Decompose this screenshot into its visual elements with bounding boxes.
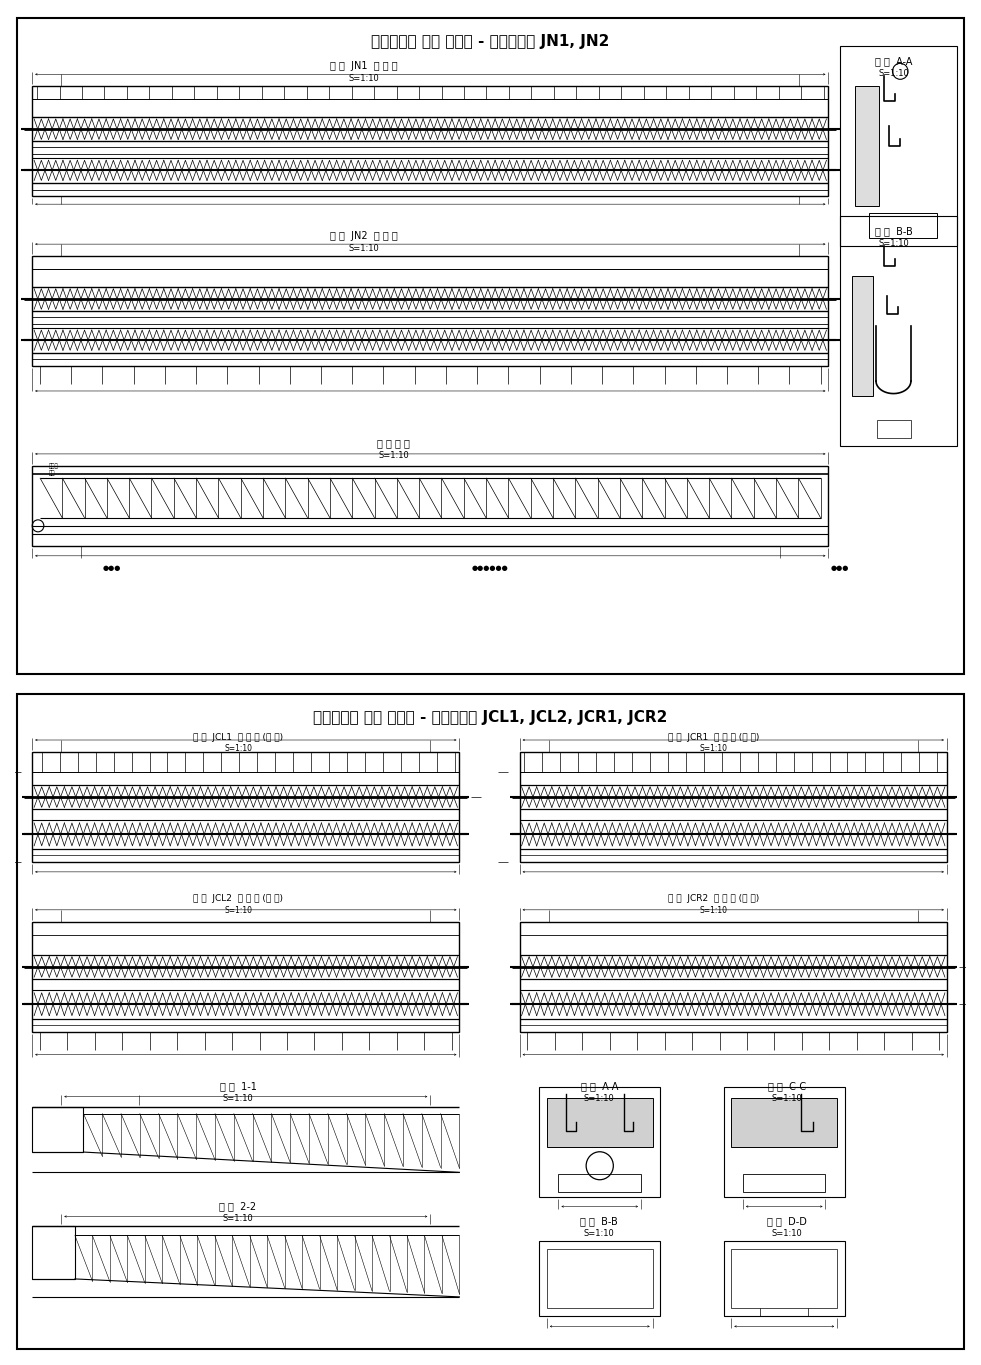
Bar <box>546 1249 652 1309</box>
Text: 패 널  JCL2  평 면 도 (상 면): 패 널 JCL2 평 면 도 (상 면) <box>193 894 284 904</box>
Text: S=1:10: S=1:10 <box>771 1095 802 1103</box>
Circle shape <box>32 520 44 532</box>
Text: S=1:10: S=1:10 <box>223 1095 253 1103</box>
Circle shape <box>741 1115 760 1136</box>
Text: 단 면  B-B: 단 면 B-B <box>581 1216 618 1227</box>
Text: S=1:10: S=1:10 <box>349 74 380 83</box>
Bar <box>32 465 828 546</box>
Text: 패 널  JN2  평 면 도: 패 널 JN2 평 면 도 <box>331 231 398 242</box>
Bar <box>539 1087 660 1197</box>
Bar <box>539 1242 660 1316</box>
Bar <box>869 213 937 238</box>
Bar <box>32 86 828 197</box>
Text: 단 면  C-C: 단 면 C-C <box>767 1081 805 1092</box>
Text: ●●●: ●●● <box>831 565 850 571</box>
Bar <box>877 420 911 438</box>
Text: 패 널  JCR2  평 면 도 (상 면): 패 널 JCR2 평 면 도 (상 면) <box>668 894 759 904</box>
Bar <box>840 46 956 246</box>
Bar <box>32 752 459 861</box>
Text: S=1:10: S=1:10 <box>378 452 409 460</box>
Text: S=1:10: S=1:10 <box>699 744 728 753</box>
Text: S=1:10: S=1:10 <box>224 744 252 753</box>
Text: 단 면  2-2: 단 면 2-2 <box>220 1201 257 1212</box>
Text: S=1:10: S=1:10 <box>584 1228 615 1238</box>
Bar <box>520 921 947 1032</box>
Text: 상부캡
위치: 상부캡 위치 <box>49 464 59 476</box>
Text: S=1:10: S=1:10 <box>699 906 728 916</box>
Text: 단 면  D-D: 단 면 D-D <box>767 1216 806 1227</box>
Text: 패 널  JN1  평 면 도: 패 널 JN1 평 면 도 <box>331 61 398 71</box>
Bar <box>852 276 873 396</box>
Text: S=1:10: S=1:10 <box>878 68 908 78</box>
Text: ●●●●●●: ●●●●●● <box>472 565 509 571</box>
Text: S=1:10: S=1:10 <box>878 239 908 247</box>
Circle shape <box>586 1152 613 1179</box>
Text: S=1:10: S=1:10 <box>584 1095 615 1103</box>
Bar <box>32 257 828 366</box>
Bar <box>743 1174 825 1192</box>
Text: S=1:10: S=1:10 <box>224 906 252 916</box>
Text: 종 단 면 도: 종 단 면 도 <box>377 438 410 448</box>
Bar <box>546 1097 652 1147</box>
Bar <box>32 1227 75 1279</box>
Bar <box>32 921 459 1032</box>
Bar <box>558 1174 641 1192</box>
Bar <box>32 1107 83 1152</box>
Text: ●●●: ●●● <box>103 565 121 571</box>
Text: 프리캐스트 패널 일반도 - 캔틸레버부 JCL1, JCL2, JCR1, JCR2: 프리캐스트 패널 일반도 - 캔틸레버부 JCL1, JCL2, JCR1, J… <box>313 710 668 725</box>
Text: 단 면  B-B: 단 면 B-B <box>875 227 912 236</box>
Text: 단 면  A-A: 단 면 A-A <box>581 1081 618 1092</box>
Text: 패 널  JCR1  평 면 도 (상 면): 패 널 JCR1 평 면 도 (상 면) <box>668 733 759 741</box>
Circle shape <box>893 63 908 79</box>
Bar <box>724 1087 845 1197</box>
Text: 단 면  1-1: 단 면 1-1 <box>220 1081 256 1092</box>
Bar <box>731 1249 837 1309</box>
Text: S=1:10: S=1:10 <box>223 1213 253 1223</box>
Text: 프리캐스트 패널 일반도 - 내측경간부 JN1, JN2: 프리캐스트 패널 일반도 - 내측경간부 JN1, JN2 <box>372 34 609 49</box>
Bar <box>840 216 956 446</box>
Bar <box>854 86 879 206</box>
Bar <box>520 752 947 861</box>
Bar <box>731 1097 837 1147</box>
Text: S=1:10: S=1:10 <box>771 1228 802 1238</box>
Text: 패 널  JCL1  평 면 도 (상 면): 패 널 JCL1 평 면 도 (상 면) <box>193 733 284 741</box>
Text: 단 면  A-A: 단 면 A-A <box>875 56 912 67</box>
Bar <box>724 1242 845 1316</box>
Text: S=1:10: S=1:10 <box>349 243 380 253</box>
